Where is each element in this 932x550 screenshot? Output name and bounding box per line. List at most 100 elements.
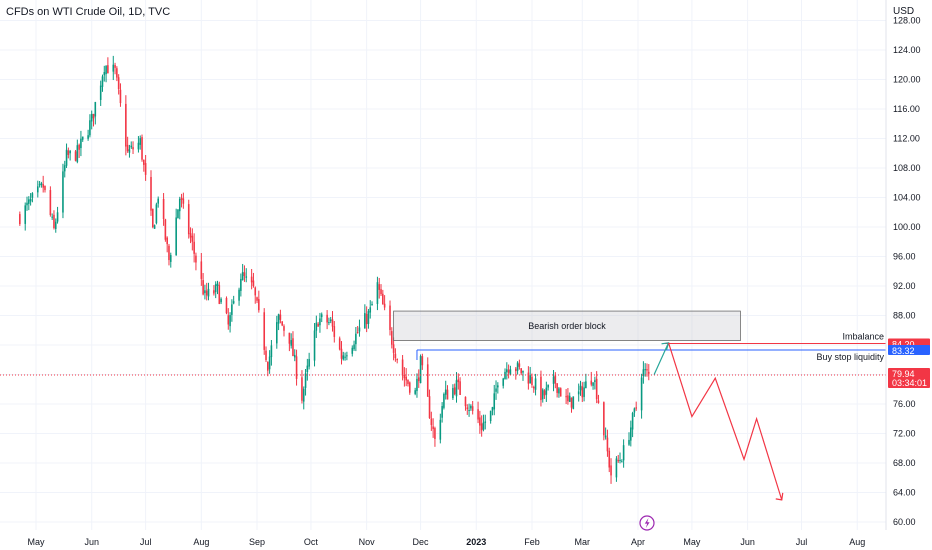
candle-body [391,331,393,345]
candle-body [351,347,354,354]
candle-body [646,369,648,371]
candle-body [338,338,341,350]
candle-body [155,204,158,224]
candle-body [24,205,27,224]
candle-body [414,390,416,394]
candle-body [99,85,102,100]
buy-stop-price-badge-text: 83.32 [892,346,915,356]
candle-body [80,138,82,149]
price-tick-label: 120.00 [893,75,921,85]
candle-body [320,314,323,318]
candle-body [292,338,294,357]
chart-title: CFDs on WTI Crude Oil, 1D, TVC [6,6,171,18]
candle-body [28,199,30,204]
candle-body [78,144,80,150]
candle-body [166,237,168,245]
candle-body [62,171,64,213]
candle-body [446,389,449,400]
candle-body [355,333,357,345]
candle-body [168,245,170,261]
candle-body [132,147,134,150]
candle-body [417,377,420,382]
candle-body [275,322,278,344]
candle-body [231,304,233,315]
candle-body [383,303,386,308]
candle-body [40,183,43,186]
candle-body [367,311,370,324]
candle-body [263,312,266,350]
candle-body [356,332,359,334]
candle-body [207,288,210,297]
time-tick-label: Apr [631,537,645,547]
candle-body [541,389,544,400]
candle-body [610,465,612,476]
candle-body [396,358,398,361]
candle-body [152,208,154,228]
candle-body [434,428,436,439]
candle-body [452,388,454,399]
price-tick-label: 108.00 [893,163,921,173]
candle-body [169,255,172,262]
candle-body [67,150,70,155]
time-tick-label: Aug [849,537,865,547]
candle-body [232,301,235,304]
last-price-badge-text: 03:34:01 [892,378,927,388]
candle-body [419,356,422,384]
candle-body [177,209,179,219]
candle-body [556,383,558,393]
candle-body [51,216,53,218]
candle-body [353,344,355,350]
price-tick-label: 92.00 [893,281,916,291]
time-tick-label: Jul [140,537,152,547]
candle-body [457,379,460,383]
time-tick-label: Jun [740,537,755,547]
price-tick-label: 112.00 [893,134,920,144]
candle-body [175,217,177,256]
price-tick-label: 88.00 [893,311,916,321]
candle-body [480,423,483,431]
candle-body [304,373,307,388]
candle-body [592,382,594,386]
candle-body [81,136,84,140]
order-block-label: Bearish order block [528,321,606,331]
candle-body [107,65,109,74]
candle-body [125,103,127,147]
candle-body [241,271,244,281]
candle-body [200,261,203,279]
candle-body [644,369,646,371]
candle-body [281,321,283,326]
candle-body [622,445,625,461]
candle-body [554,375,557,384]
candle-body [65,149,68,166]
candle-body [529,375,531,384]
candle-body [265,350,267,361]
time-tick-label: Nov [359,537,376,547]
price-tick-label: 72.00 [893,429,916,439]
candle-body [53,214,55,229]
candle-body [468,409,470,411]
price-tick-label: 68.00 [893,458,916,468]
candle-body [295,356,298,379]
candle-body [565,396,567,398]
candle-body [371,304,373,306]
price-tick-label: 128.00 [893,16,921,26]
candle-body [293,354,296,358]
candle-body [581,386,584,398]
candle-body [518,363,521,367]
candle-body [567,395,569,402]
candle-body [484,421,487,423]
price-tick-label: 64.00 [893,488,916,498]
candle-body [405,376,407,381]
candle-body [216,283,219,286]
candle-body [635,407,637,409]
imbalance-price-badge-text: 84.20 [892,340,915,350]
candle-body [506,369,508,373]
candle-body [143,159,145,165]
candle-body [308,359,310,367]
candle-body [408,382,411,393]
candle-body [256,297,258,301]
candle-body [254,287,257,296]
time-axis: May Jun Jul Aug Sep Oct Nov Dec 2023 Feb Mar Apr May… [27,537,865,547]
candle-body [466,407,469,410]
